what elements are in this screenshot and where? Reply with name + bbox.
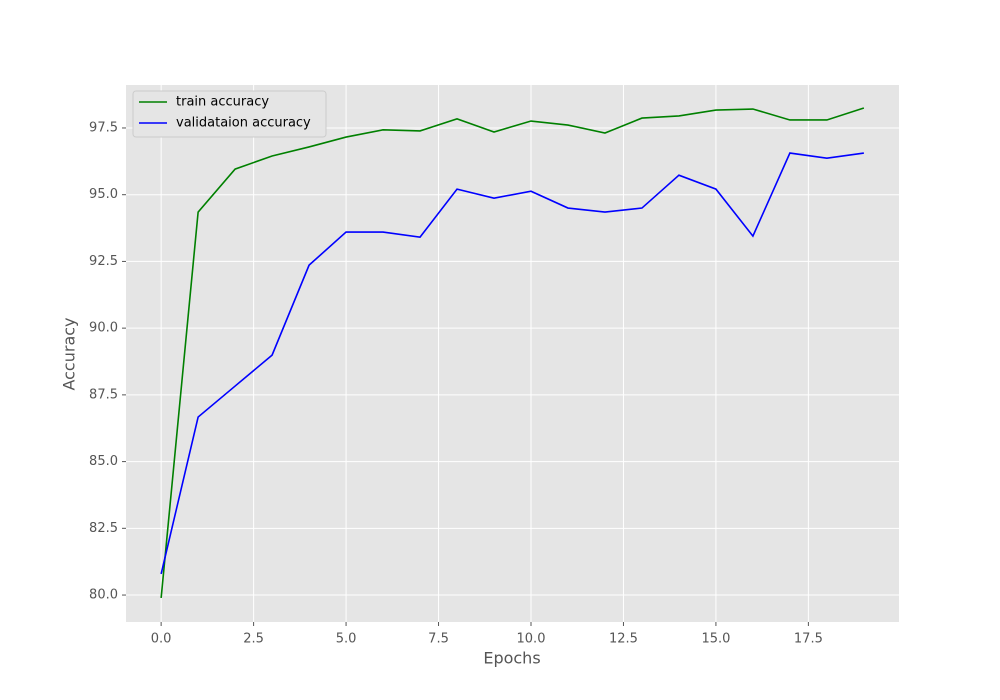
y-tick-label: 95.0 bbox=[89, 187, 118, 202]
y-tick-label: 97.5 bbox=[89, 120, 118, 135]
x-tick-label: 12.5 bbox=[609, 632, 638, 647]
x-tick-label: 15.0 bbox=[701, 632, 730, 647]
y-tick-label: 90.0 bbox=[89, 321, 118, 336]
x-axis-label: Epochs bbox=[483, 649, 540, 668]
x-tick-label: 0.0 bbox=[151, 632, 172, 647]
data-line bbox=[160, 107, 865, 599]
x-tick-label: 2.5 bbox=[243, 632, 264, 647]
legend-label: train accuracy bbox=[176, 95, 269, 110]
legend-box bbox=[132, 90, 327, 138]
x-tick-label: 17.5 bbox=[794, 632, 823, 647]
x-tick-label: 7.5 bbox=[428, 632, 449, 647]
x-tick-label: 10.0 bbox=[517, 632, 546, 647]
data-line bbox=[160, 152, 864, 575]
y-tick-label: 87.5 bbox=[89, 387, 118, 402]
legend-label: validataion accuracy bbox=[176, 116, 311, 131]
plot-area bbox=[126, 85, 899, 622]
y-tick-label: 92.5 bbox=[89, 254, 118, 269]
x-tick-label: 5.0 bbox=[336, 632, 357, 647]
y-tick-label: 85.0 bbox=[89, 454, 118, 469]
y-axis-label: Accuracy bbox=[60, 317, 79, 390]
y-tick-label: 80.0 bbox=[89, 588, 118, 603]
y-tick-label: 82.5 bbox=[89, 521, 118, 536]
